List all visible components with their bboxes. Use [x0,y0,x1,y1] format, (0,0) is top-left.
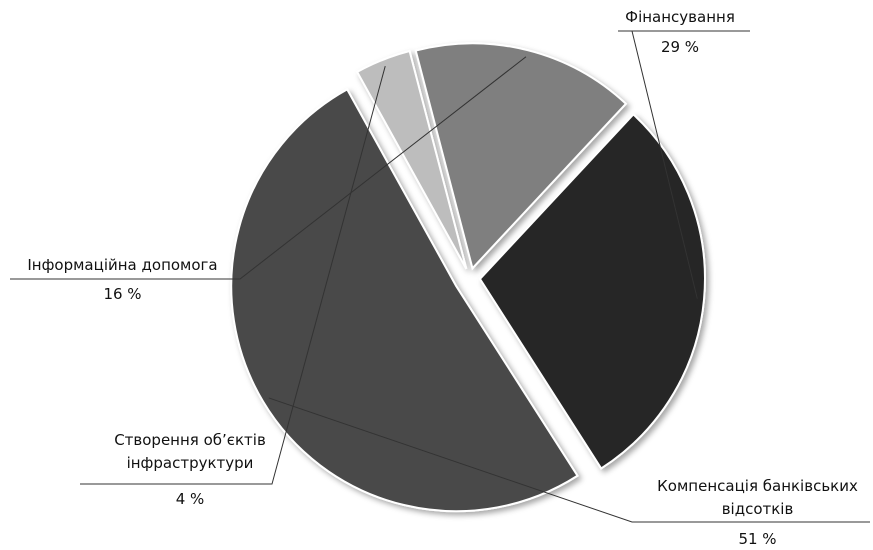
pie-slice [478,112,706,470]
pie-slice [230,88,579,513]
value-label: 29 % [660,38,700,56]
leader-line [10,56,527,280]
slice-label: Інформаційна допомога [27,256,218,274]
slice-label: Створення об’єктів інфраструктури [114,431,266,472]
pie-slice [355,49,468,270]
value-label: 51 % [738,530,777,548]
slice-label: Фінансування [625,8,735,26]
leader-line [268,397,870,523]
value-label: 4 % [175,490,205,508]
leader-line [80,65,386,485]
pie-slice [414,42,628,271]
leader-line [618,30,750,299]
slice-label: Компенсація банківських відсотків [657,477,858,518]
value-label: 16 % [103,285,142,303]
